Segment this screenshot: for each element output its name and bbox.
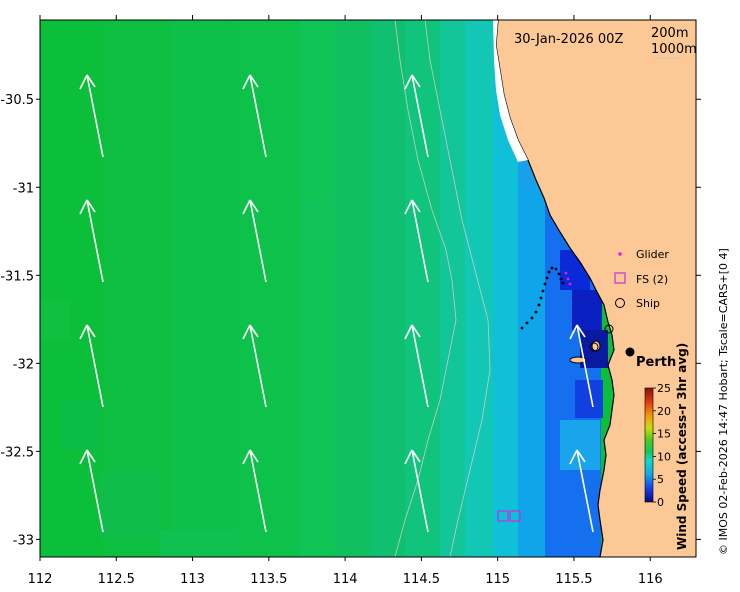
track-point — [543, 282, 547, 286]
date-label: 30-Jan-2026 00Z — [514, 32, 623, 47]
legend-ship-icon — [615, 298, 625, 308]
credit-text: © IMOS 02-Feb-2026 14:47 Hobart; Tscale=… — [717, 248, 730, 555]
ship-marker-1[interactable] — [604, 324, 614, 334]
y-tick-label: -30.5 — [0, 93, 34, 108]
x-axis: 112 112.5 113 113.5 114 114.5 115 115.5 116 — [28, 15, 663, 587]
wind-field-cell — [160, 530, 240, 557]
wind-field-column — [370, 20, 406, 557]
x-tick-label: 112 — [28, 572, 53, 587]
wind-field-cell — [40, 300, 70, 340]
wind-arrow — [404, 74, 429, 158]
wind-arrow — [242, 74, 267, 158]
fs-marker-2[interactable] — [509, 510, 521, 522]
x-tick-label: 113.5 — [250, 572, 287, 587]
colorbar-ticks: 25 20 15 10 5 0 — [653, 382, 671, 509]
perth-dot — [625, 347, 635, 357]
colorbar — [644, 387, 654, 503]
y-tick-label: -33 — [13, 533, 34, 548]
legend-glider-icon — [618, 252, 622, 256]
isobath-key-1000m: 1000m — [651, 42, 697, 57]
y-axis: -30.5 -31 -31.5 -32 -32.5 -33 — [0, 93, 701, 548]
wind-field-column — [105, 20, 171, 557]
legend-glider-label: Glider — [636, 248, 669, 261]
track-point — [557, 272, 561, 276]
track-point — [541, 289, 545, 293]
track-point — [520, 326, 524, 330]
y-tick-label: -31 — [13, 181, 34, 196]
wind-arrow — [404, 199, 429, 283]
wind-arrow — [242, 199, 267, 283]
legend-ship-label: Ship — [636, 297, 660, 310]
perth-label: Perth — [636, 355, 676, 370]
wind-arrows — [79, 74, 594, 533]
x-tick-label: 114 — [333, 572, 358, 587]
track-point — [559, 277, 563, 281]
colorbar-tick-label: 25 — [657, 382, 671, 395]
colorbar-title: Wind Speed (access-r 3hr avg) — [675, 343, 689, 550]
legend-fs-icon — [614, 272, 626, 284]
wind-arrow — [242, 324, 267, 408]
x-tick-label: 115 — [485, 572, 510, 587]
track-point — [534, 310, 538, 314]
track-point — [554, 267, 558, 271]
glider-position[interactable] — [568, 282, 572, 286]
track-point — [550, 266, 554, 270]
wind-field-cell — [100, 470, 160, 540]
wind-field-column — [335, 20, 371, 557]
x-tick-label: 114.5 — [403, 572, 440, 587]
plot-frame — [39, 19, 697, 558]
wind-field-column — [170, 20, 236, 557]
colorbar-tick-label: 20 — [657, 405, 671, 418]
isobath-key-200m: 200m — [651, 26, 688, 41]
x-tick-label: 113 — [180, 572, 205, 587]
y-tick-label: -32.5 — [0, 445, 34, 460]
track-point — [525, 321, 529, 325]
shore-strip — [493, 20, 528, 162]
x-tick-label: 112.5 — [98, 572, 135, 587]
isobath-1000m — [424, 20, 491, 557]
wind-field-cells — [40, 20, 608, 557]
isobath-200m — [394, 20, 457, 557]
wind-field-cell — [572, 290, 602, 330]
colorbar-tick-label: 15 — [657, 428, 671, 441]
wind-arrow — [79, 449, 104, 533]
track-point — [539, 296, 543, 300]
wind-arrow — [404, 324, 429, 408]
coastline — [495, 20, 615, 557]
wind-arrow — [569, 324, 594, 408]
y-tick-label: -32 — [13, 357, 34, 372]
wind-arrow — [242, 449, 267, 533]
wind-arrow — [79, 199, 104, 283]
legend-fs-label: FS (2) — [636, 273, 668, 286]
wind-field-column — [405, 20, 441, 557]
wind-arrow — [569, 449, 594, 533]
wind-field-cell — [300, 200, 335, 245]
wind-field-column — [40, 20, 106, 557]
colorbar-tick-label: 10 — [657, 450, 671, 463]
wind-arrow — [404, 449, 429, 533]
track-point — [537, 303, 541, 307]
y-tick-label: -31.5 — [0, 269, 34, 284]
wind-arrow — [79, 324, 104, 408]
track-point — [530, 316, 534, 320]
glider-position[interactable] — [564, 271, 568, 275]
track-point — [561, 281, 565, 285]
wind-field-cell — [60, 400, 100, 450]
x-tick-label: 116 — [638, 572, 663, 587]
wind-field-column — [300, 20, 336, 557]
colorbar-tick-label: 0 — [657, 496, 664, 509]
track-point — [545, 276, 549, 280]
wind-field-column — [235, 20, 301, 557]
ship-marker-2[interactable] — [589, 342, 599, 352]
track-point — [547, 270, 551, 274]
garden-island — [591, 340, 601, 352]
glider-track — [520, 266, 572, 330]
colorbar-tick-label: 5 — [657, 473, 664, 486]
glider-position[interactable] — [566, 277, 570, 281]
wind-arrow — [79, 74, 104, 158]
x-tick-label: 115.5 — [555, 572, 592, 587]
rottnest-island — [569, 356, 587, 364]
fs-marker-1[interactable] — [497, 510, 509, 522]
